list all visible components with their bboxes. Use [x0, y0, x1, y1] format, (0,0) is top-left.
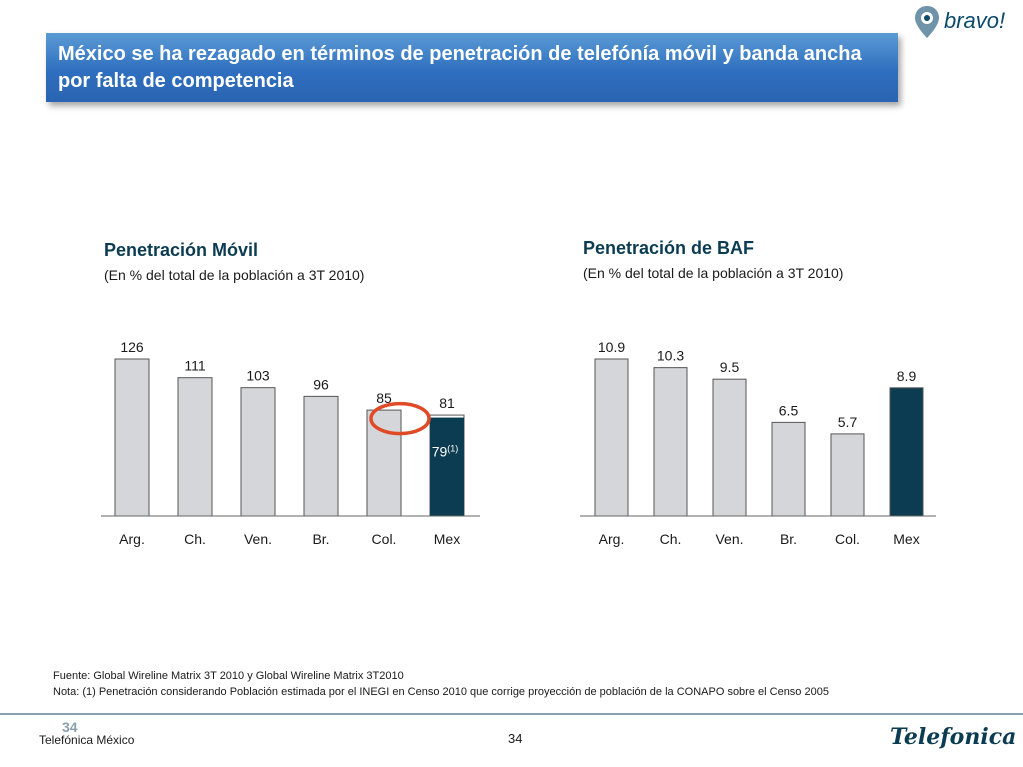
baf-value-label-3: 6.5: [779, 402, 799, 418]
baf-value-label-0: 10.9: [598, 339, 625, 355]
mobile-bar-inner-5: [430, 417, 464, 516]
footer-divider: [0, 713, 1023, 715]
baf-bar-2: [712, 378, 747, 517]
mobile-value-label-1: 111: [184, 358, 205, 374]
telefonica-logo: Telefonica: [890, 724, 1017, 750]
mobile-bar-2: [240, 387, 276, 517]
source-note: Fuente: Global Wireline Matrix 3T 2010 y…: [53, 670, 404, 682]
bravo-logo: bravo!: [912, 4, 1012, 40]
baf-value-label-1: 10.3: [657, 348, 684, 364]
baf-chart-subtitle: (En % del total de la población a 3T 201…: [583, 265, 844, 281]
baf-chart-title: Penetración de BAF: [583, 238, 755, 258]
slide-title: México se ha rezagado en términos de pen…: [46, 33, 898, 102]
mobile-highlight-circle: [369, 401, 431, 436]
page-number: 34: [508, 731, 523, 746]
baf-category-label-4: Col.: [835, 531, 860, 547]
mobile-value-label-2: 103: [246, 368, 270, 384]
baf-value-label-2: 9.5: [720, 359, 740, 375]
mobile-category-label-2: Ven.: [244, 531, 272, 547]
mobile-inner-note: (1): [447, 444, 458, 454]
baf-category-label-3: Br.: [780, 531, 797, 547]
mobile-chart-subtitle: (En % del total de la población a 3T 201…: [104, 267, 365, 283]
charts-canvas: 126Arg.111Ch.103Ven.96Br.85Col.79(1)81Me…: [101, 339, 936, 547]
methodology-note: Nota: (1) Penetración considerando Pobla…: [53, 686, 829, 698]
mobile-value-label-5: 81: [439, 395, 455, 411]
mobile-category-label-1: Ch.: [184, 531, 206, 547]
mobile-category-label-0: Arg.: [119, 531, 145, 547]
baf-bar-3: [771, 421, 806, 517]
baf-value-label-4: 5.7: [838, 414, 858, 430]
pin-icon: [915, 6, 939, 38]
baf-bar-0: [594, 358, 629, 517]
mobile-value-label-4: 85: [376, 390, 392, 406]
baf-category-label-5: Mex: [893, 531, 919, 547]
mobile-chart-title: Penetración Móvil: [104, 240, 259, 260]
mobile-category-label-3: Br.: [312, 531, 329, 547]
baf-value-label-5: 8.9: [897, 368, 917, 384]
baf-category-label-1: Ch.: [660, 531, 682, 547]
baf-category-label-2: Ven.: [715, 531, 743, 547]
mobile-value-label-3: 96: [313, 376, 329, 392]
mobile-bar-0: [114, 358, 150, 517]
mobile-bar-1: [177, 377, 213, 517]
baf-bar-4: [830, 433, 865, 517]
footnotes: Fuente: Global Wireline Matrix 3T 2010 y…: [53, 668, 829, 700]
mobile-category-label-5: Mex: [434, 531, 460, 547]
mobile-value-label-0: 126: [120, 339, 144, 355]
bravo-logo-text: bravo!: [944, 8, 1006, 33]
baf-bar-5: [889, 387, 924, 517]
mobile-category-label-4: Col.: [372, 531, 397, 547]
baf-category-label-0: Arg.: [599, 531, 625, 547]
baf-bar-1: [653, 367, 688, 517]
page-number-ghost: 34: [62, 719, 78, 735]
mobile-bar-3: [303, 395, 339, 517]
company-name: Telefónica México: [39, 733, 135, 747]
mobile-bar-4: [366, 409, 402, 517]
